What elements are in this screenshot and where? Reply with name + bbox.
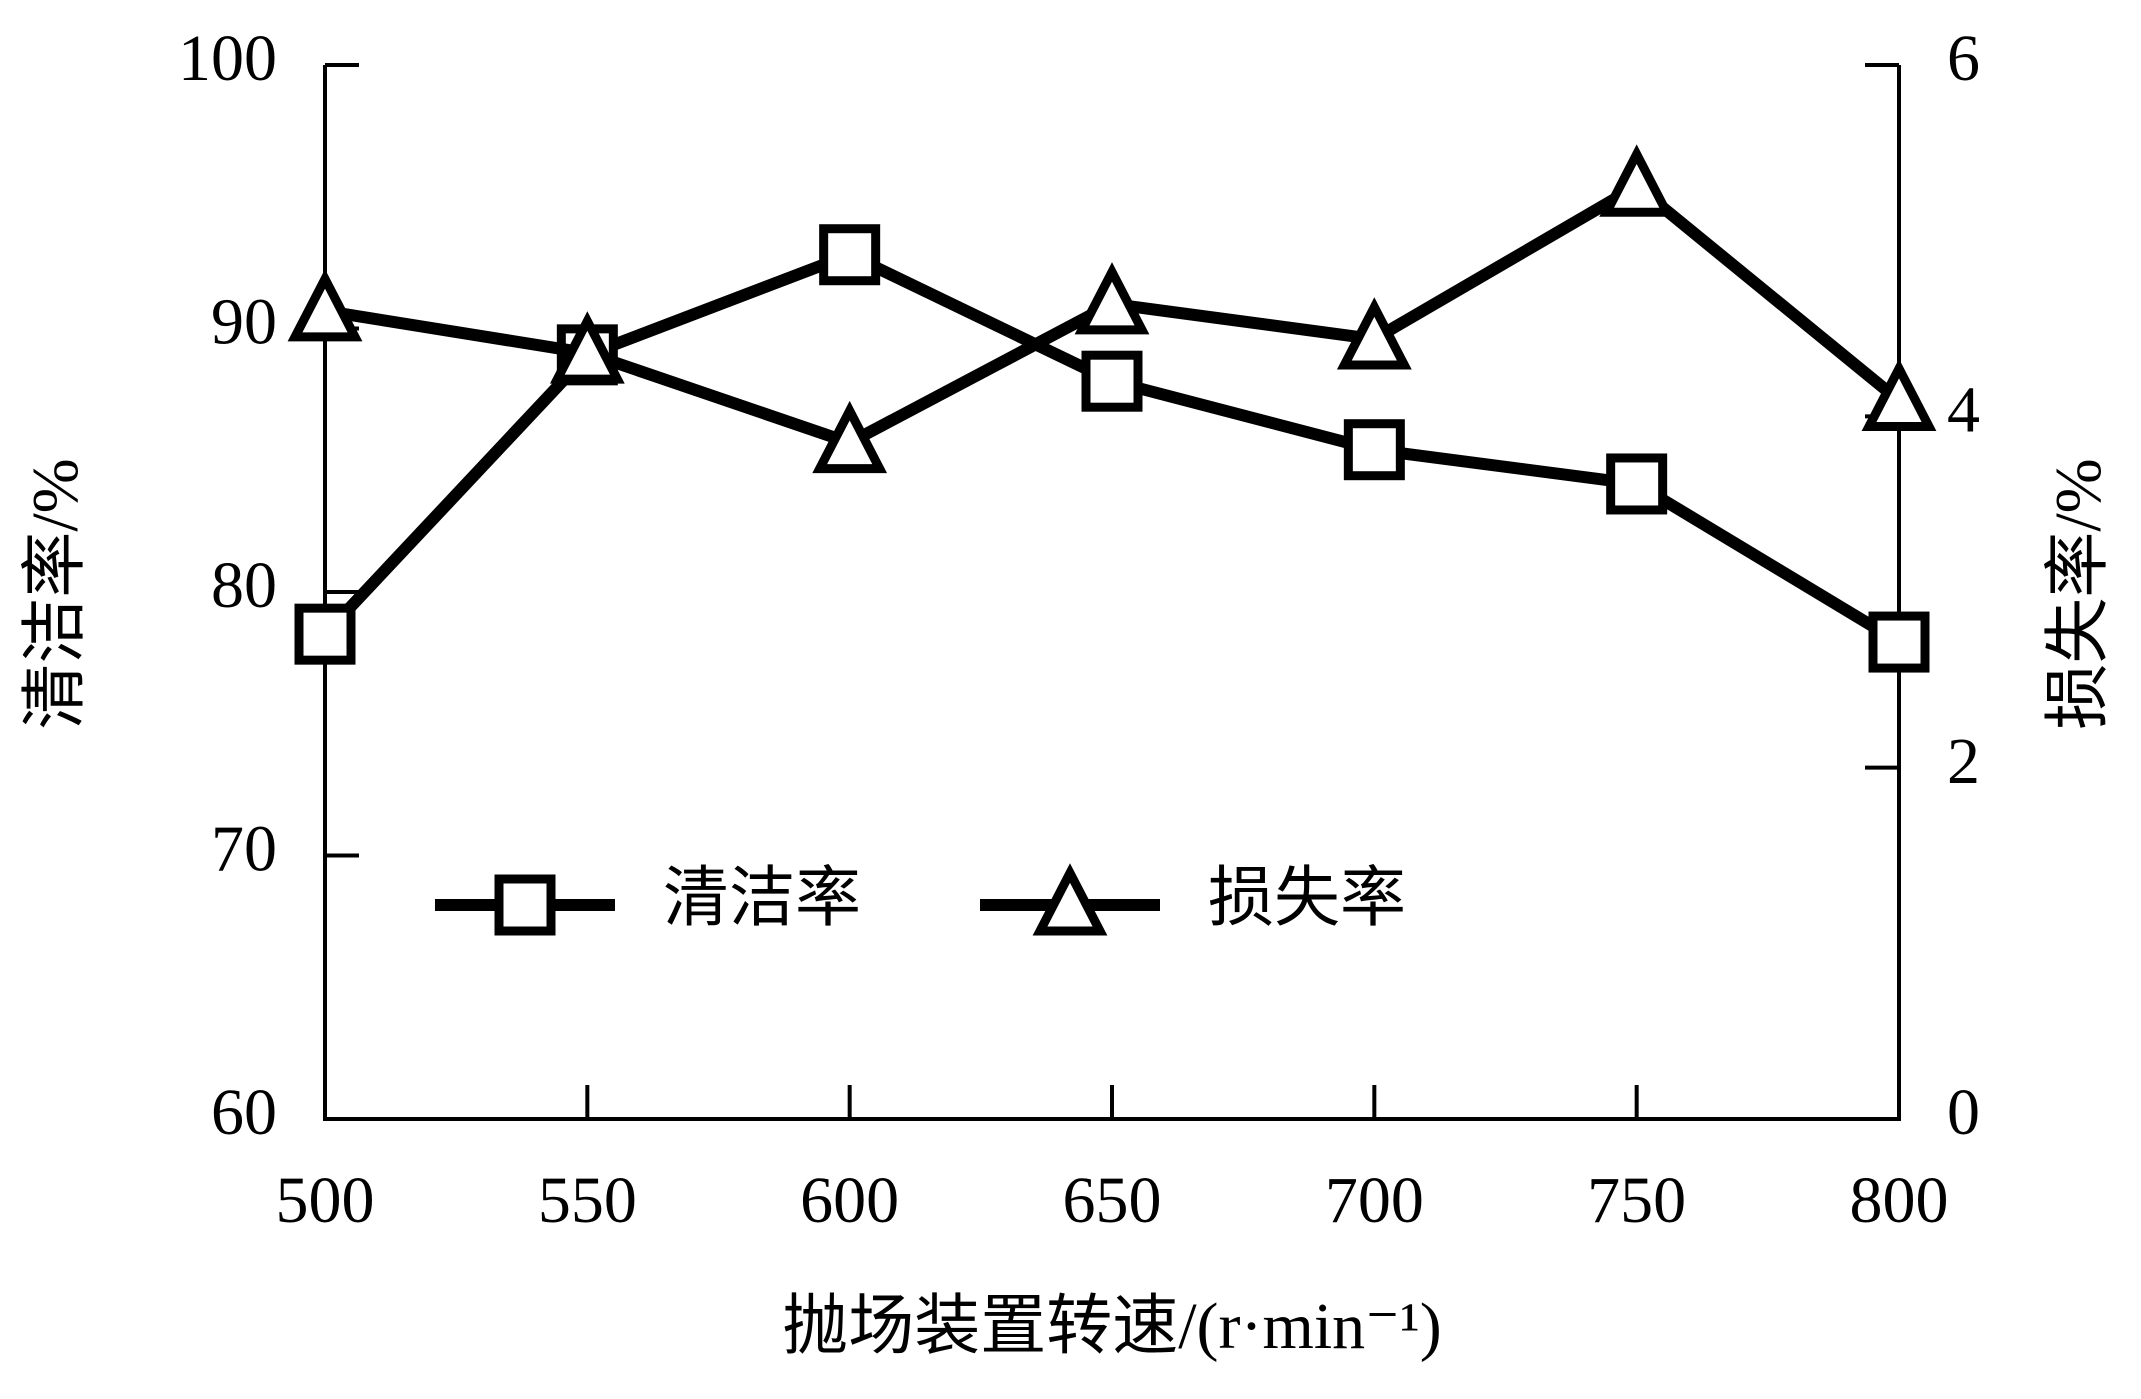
marker: [549, 311, 625, 384]
y2-tick-label: 2: [1947, 725, 1980, 798]
y-tick-label: 60: [211, 1076, 277, 1149]
x-tick-label: 600: [800, 1164, 899, 1237]
legend-marker: [1032, 863, 1108, 936]
y2-tick-label: 6: [1947, 22, 1980, 95]
legend-marker: [494, 874, 556, 936]
marker: [812, 400, 888, 474]
y2-tick-label: 4: [1947, 373, 1980, 446]
marker: [1081, 350, 1143, 412]
marker: [1074, 262, 1150, 335]
marker: [1606, 453, 1668, 515]
marker: [294, 603, 356, 665]
x-tick-label: 750: [1587, 1164, 1686, 1237]
y-tick-label: 90: [211, 286, 277, 359]
marker: [1336, 297, 1412, 370]
marker: [1868, 611, 1930, 673]
x-tick-label: 500: [276, 1164, 375, 1237]
marker: [1599, 144, 1675, 217]
y2-tick-label: 0: [1947, 1076, 1980, 1149]
x-tick-label: 650: [1063, 1164, 1162, 1237]
legend-label: 损失率: [1208, 862, 1406, 935]
x-axis-title: 抛场装置转速/(r·min⁻¹): [782, 1290, 1442, 1363]
legend-label: 清洁率: [663, 862, 861, 935]
y-tick-label: 70: [211, 813, 277, 886]
x-tick-label: 800: [1850, 1164, 1949, 1237]
marker: [1861, 358, 1937, 432]
y-tick-label: 80: [211, 549, 277, 622]
y2-axis-title: 损失率/%: [2042, 458, 2115, 729]
marker: [1343, 419, 1405, 481]
marker: [819, 224, 881, 286]
x-tick-label: 700: [1325, 1164, 1424, 1237]
x-tick-label: 550: [538, 1164, 637, 1237]
y-tick-label: 100: [178, 22, 277, 95]
y-axis-title: 清洁率/%: [19, 458, 92, 729]
marker: [287, 269, 363, 342]
